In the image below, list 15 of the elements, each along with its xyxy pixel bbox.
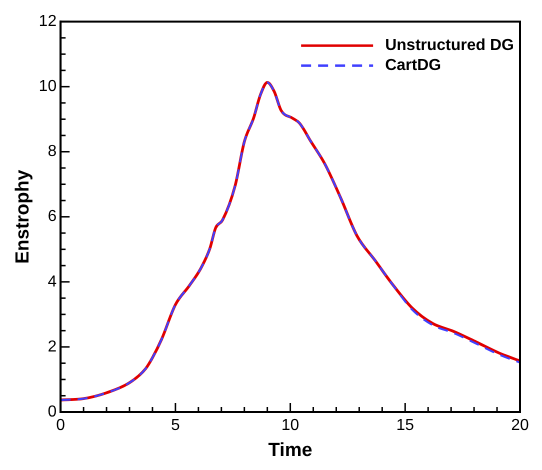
- y-tick-label: 4: [48, 273, 57, 290]
- y-tick-label: 6: [48, 208, 57, 226]
- legend-label: CartDG: [385, 57, 442, 74]
- y-tick-label: 12: [38, 13, 57, 30]
- x-tick-label: 10: [281, 417, 300, 434]
- x-tick-label: 20: [511, 417, 529, 434]
- y-tick-label: 0: [48, 403, 57, 420]
- y-axis-title: Enstrophy: [12, 169, 34, 264]
- y-tick-label: 2: [48, 338, 57, 356]
- y-tick-label: 10: [38, 78, 57, 96]
- x-axis-title: Time: [268, 440, 312, 461]
- legend-label: Unstructured DG: [385, 37, 514, 54]
- x-tick-label: 5: [170, 417, 180, 434]
- y-tick-label: 8: [48, 143, 57, 160]
- x-tick-label: 15: [396, 417, 414, 434]
